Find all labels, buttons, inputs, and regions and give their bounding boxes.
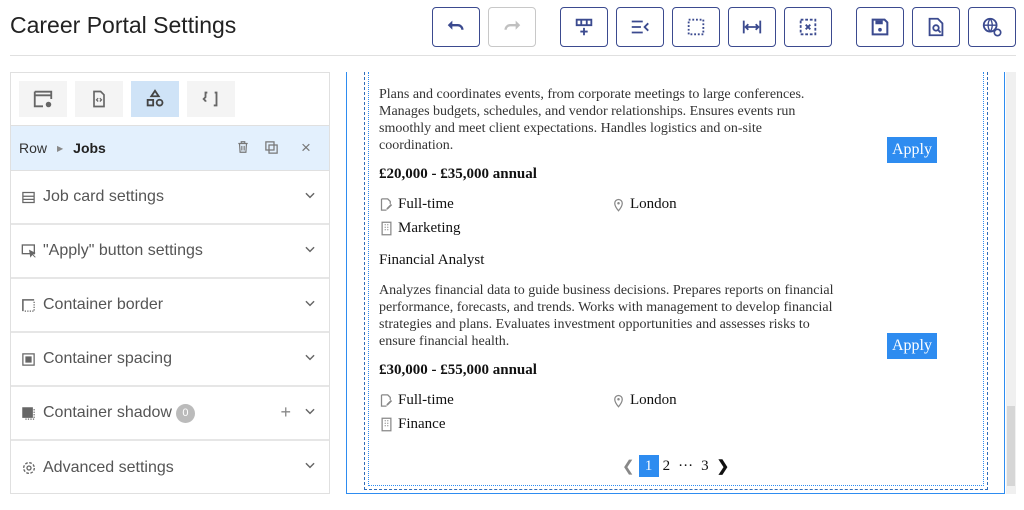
page-2[interactable]: 2 (662, 457, 671, 474)
dotted-border-icon (687, 18, 705, 36)
job-type: Full-time (379, 392, 454, 409)
preview-button[interactable] (912, 7, 960, 47)
border-icon (21, 297, 37, 313)
job-department: Marketing (379, 220, 460, 237)
section-container-border[interactable]: Container border (11, 279, 329, 333)
breadcrumb-current: Jobs (73, 140, 106, 156)
edit-document-icon (380, 198, 393, 211)
shapes-icon (146, 89, 164, 107)
location-pin-icon (614, 394, 623, 408)
breadcrumb-separator-icon: ▶ (57, 143, 64, 153)
scrollbar-thumb[interactable] (1007, 406, 1015, 486)
fit-width-icon (742, 20, 762, 34)
save-icon (871, 18, 889, 36)
preview-scrollbar[interactable] (1006, 72, 1016, 494)
shadow-count-badge: 0 (175, 403, 195, 423)
job-department: Finance (379, 416, 445, 433)
clear-selection-button[interactable] (784, 7, 832, 47)
redo-icon (504, 20, 521, 30)
chevron-down-icon[interactable] (303, 404, 317, 423)
section-label: Container spacing (43, 350, 172, 367)
plus-icon[interactable]: + (280, 402, 291, 422)
undo-icon (447, 20, 464, 30)
show-outlines-button[interactable] (672, 7, 720, 47)
tab-code[interactable] (75, 81, 123, 117)
shadow-icon (21, 405, 37, 421)
click-icon (21, 243, 37, 259)
chevron-down-icon[interactable] (303, 458, 317, 477)
apply-button[interactable]: Apply (887, 137, 937, 163)
chevron-down-icon[interactable] (303, 188, 317, 207)
window-settings-icon (33, 90, 53, 108)
preview-canvas (346, 72, 1005, 494)
section-container-spacing[interactable]: Container spacing (11, 333, 329, 387)
block-outline (368, 72, 984, 486)
gear-icon (21, 460, 37, 476)
section-label: Container shadow (43, 404, 172, 421)
page-title: Career Portal Settings (10, 12, 237, 38)
redo-button[interactable] (488, 7, 536, 47)
building-icon (381, 417, 392, 432)
page-1[interactable]: 1 (638, 455, 659, 477)
globe-sync-icon (982, 17, 1002, 37)
divider (10, 55, 1016, 56)
pagination-ellipsis: ··· (678, 457, 694, 474)
code-file-icon (93, 90, 105, 108)
tab-custom-code[interactable] (187, 81, 235, 117)
job-salary: £30,000 - £55,000 annual (379, 362, 537, 378)
list-icon (21, 189, 37, 205)
edit-document-icon (380, 394, 393, 407)
chevron-down-icon[interactable] (303, 350, 317, 369)
job-description: Plans and coordinates events, from corpo… (379, 87, 805, 153)
section-job-card-settings[interactable]: Job card settings (11, 171, 329, 225)
close-icon[interactable]: × (301, 138, 311, 157)
section-advanced-settings[interactable]: Advanced settings (11, 441, 329, 495)
tab-blocks[interactable] (131, 81, 179, 117)
row-outline (364, 72, 988, 490)
collapse-icon (631, 20, 649, 34)
section-label: "Apply" button settings (43, 242, 203, 259)
location-pin-icon (614, 198, 623, 212)
job-location: London (611, 392, 677, 409)
job-salary: £20,000 - £35,000 annual (379, 166, 537, 182)
delete-icon[interactable] (236, 140, 250, 157)
chevron-down-icon[interactable] (303, 242, 317, 261)
tab-page-settings[interactable] (19, 81, 67, 117)
apply-button[interactable]: Apply (887, 333, 937, 359)
spacing-icon (21, 351, 37, 367)
breadcrumb-parent[interactable]: Row (19, 140, 48, 156)
job-description: Analyzes financial data to guide busines… (379, 283, 834, 349)
section-apply-button-settings[interactable]: "Apply" button settings (11, 225, 329, 279)
add-row-button[interactable] (560, 7, 608, 47)
add-row-icon (575, 18, 593, 36)
chevron-down-icon[interactable] (303, 296, 317, 315)
job-location: London (611, 196, 677, 213)
chevron-left-icon[interactable]: ❮ (622, 458, 635, 475)
section-container-shadow[interactable]: Container shadow 0 + (11, 387, 329, 441)
pagination: ❮ 1 2 ··· 3 ❯ (618, 455, 733, 477)
job-type: Full-time (379, 196, 454, 213)
fit-width-button[interactable] (728, 7, 776, 47)
building-icon (381, 221, 392, 236)
preview-document-icon (928, 17, 944, 37)
publish-button[interactable] (968, 7, 1016, 47)
duplicate-icon[interactable] (264, 140, 279, 158)
job-title[interactable]: Financial Analyst (379, 252, 485, 268)
undo-button[interactable] (432, 7, 480, 47)
breadcrumb: Row ▶ Jobs × (11, 126, 329, 171)
remove-selection-icon (799, 18, 817, 36)
chevron-right-icon[interactable]: ❯ (716, 458, 730, 475)
settings-panel: Row ▶ Jobs × Job card settings "Apply" b… (10, 72, 330, 494)
section-label: Job card settings (43, 188, 164, 205)
panel-tabs (11, 73, 329, 126)
save-button[interactable] (856, 7, 904, 47)
section-label: Advanced settings (43, 459, 174, 476)
page-3[interactable]: 3 (701, 457, 709, 474)
collapse-button[interactable] (616, 7, 664, 47)
braces-icon (202, 91, 218, 107)
section-label: Container border (43, 296, 164, 313)
